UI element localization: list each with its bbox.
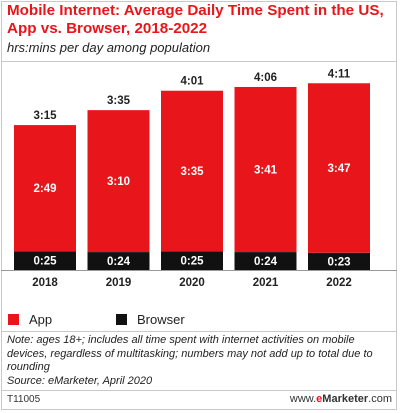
data-label-app-2020: 3:35 [180, 166, 204, 178]
data-label-total-2018: 3:15 [33, 110, 57, 122]
legend-swatch-browser [116, 314, 127, 325]
data-label-browser-2018: 0:25 [33, 256, 57, 268]
divider [1, 390, 397, 391]
legend-item-app: App [8, 312, 52, 327]
brand-name: Marketer [322, 393, 368, 405]
x-tick-label-2020: 2020 [179, 277, 205, 289]
chart-subtitle: hrs:mins per day among population [7, 40, 210, 55]
chart-title: Mobile Internet: Average Daily Time Spen… [7, 2, 397, 38]
brand-suffix: .com [368, 393, 392, 405]
brand-link[interactable]: www.eMarketer.com [290, 393, 392, 405]
x-tick-label-2018: 2018 [32, 277, 58, 289]
data-label-browser-2019: 0:24 [107, 256, 131, 268]
stacked-bar-chart: 0:25 2:49 3:15 2018 0:24 3:10 3:35 2019 0:25 3:35… [0, 62, 400, 312]
divider [1, 331, 397, 332]
data-label-browser-2021: 0:24 [254, 256, 278, 268]
data-label-browser-2020: 0:25 [180, 256, 204, 268]
data-label-app-2018: 2:49 [33, 183, 56, 195]
data-label-total-2019: 3:35 [107, 95, 131, 107]
data-label-total-2021: 4:06 [254, 72, 277, 84]
chart-code: T11005 [7, 394, 40, 405]
legend-label-app: App [29, 312, 52, 327]
brand-prefix: www. [290, 393, 316, 405]
x-tick-label-2019: 2019 [106, 277, 132, 289]
data-label-total-2022: 4:11 [328, 68, 351, 80]
chart-source: Source: eMarketer, April 2020 [7, 375, 152, 387]
legend-swatch-app [8, 314, 19, 325]
chart-note: Note: ages 18+; includes all time spent … [7, 334, 393, 375]
data-label-app-2022: 3:47 [327, 163, 350, 175]
legend-label-browser: Browser [137, 312, 185, 327]
data-label-total-2020: 4:01 [180, 76, 204, 88]
data-label-browser-2022: 0:23 [327, 256, 350, 268]
data-label-app-2021: 3:41 [254, 165, 278, 177]
x-tick-label-2022: 2022 [326, 277, 352, 289]
x-tick-label-2021: 2021 [253, 277, 279, 289]
data-label-app-2019: 3:10 [107, 176, 130, 188]
legend-item-browser: Browser [116, 312, 185, 327]
